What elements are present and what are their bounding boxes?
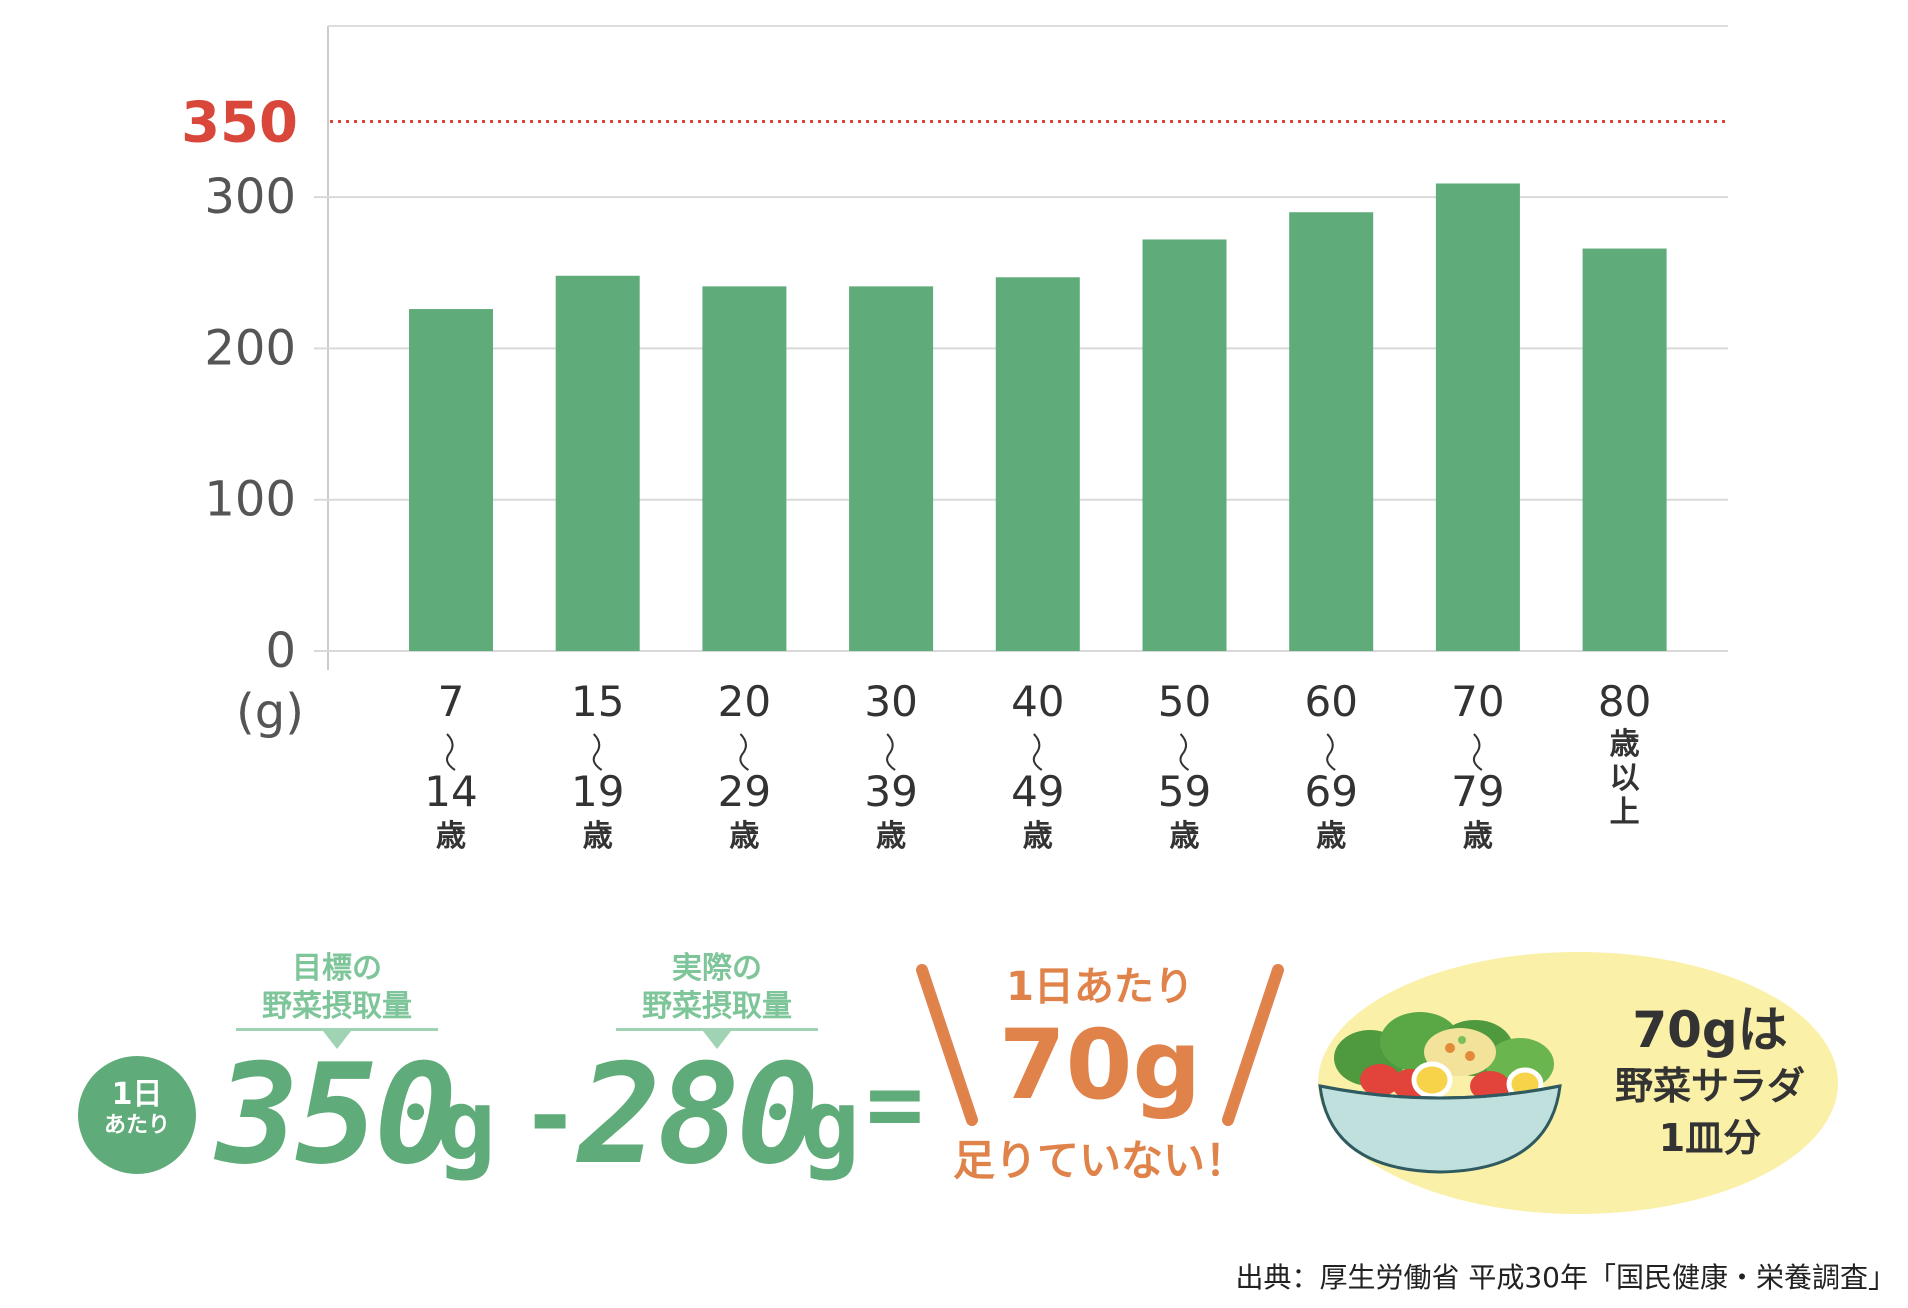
salad-line3: 1皿分 <box>1658 1116 1762 1160</box>
x-tick-label-bottom: 49 <box>1011 767 1064 816</box>
x-tick-label-bottom: 59 <box>1158 767 1211 816</box>
result-brackets <box>916 964 1284 1126</box>
x-tick-label-bottom: 14 <box>424 767 477 816</box>
result-bottom-text: 足りていない！ <box>952 1136 1247 1185</box>
salad-bowl-icon <box>1318 1012 1562 1174</box>
x-tick-labels: 714歳1519歳2029歳3039歳4049歳5059歳6069歳7079歳8… <box>424 677 1651 854</box>
x-tick-label-top: 30 <box>864 677 917 726</box>
bar <box>849 286 934 651</box>
range-tilde-icon <box>1179 733 1190 771</box>
actual-label-line1: 実際の <box>672 951 762 986</box>
range-tilde-icon <box>1326 733 1336 771</box>
salad-line1: 70gは <box>1632 1001 1788 1059</box>
y-tick-label: 100 <box>204 472 296 528</box>
range-tilde-icon <box>1032 733 1043 771</box>
x-tick-label-suffix: 歳 <box>1023 819 1053 854</box>
x-tick-label-bottom: 39 <box>864 767 917 816</box>
bar <box>1142 239 1227 652</box>
x-tick-label-suffix: 歳 <box>436 819 466 854</box>
target-arrow-icon <box>323 1031 351 1049</box>
x-tick-label-suffix: 歳以上 <box>1610 727 1640 830</box>
actual-underline <box>616 1028 818 1031</box>
bars <box>409 183 1667 652</box>
actual-unit: g <box>800 1067 860 1184</box>
equals-sign: = <box>866 1048 924 1160</box>
range-tilde-icon <box>1472 733 1483 771</box>
x-tick-label-suffix: 歳 <box>1316 819 1346 854</box>
x-tick-label-top: 80 <box>1598 677 1651 726</box>
target-label-line2: 野菜摂取量 <box>262 989 412 1024</box>
x-tick-label-top: 70 <box>1451 677 1504 726</box>
result-value: 70g <box>998 1009 1202 1121</box>
per-day-badge: 1日 あたり <box>78 1056 196 1174</box>
x-tick-label-bottom: 79 <box>1451 767 1504 816</box>
minus-sign: - <box>520 1057 580 1174</box>
x-tick-label-top: 50 <box>1158 677 1211 726</box>
salad-text: 70gは 野菜サラダ 1皿分 <box>1580 1000 1840 1164</box>
x-tick-label-top: 7 <box>438 677 465 726</box>
result-top-text: 1日あたり <box>1006 964 1194 1010</box>
target-value: 350 <box>216 1034 457 1195</box>
bar <box>1582 248 1667 652</box>
x-tick-label-bottom: 69 <box>1304 767 1357 816</box>
badge-line2: あたり <box>103 1113 170 1138</box>
bar <box>1435 183 1520 651</box>
actual-label: 実際の 野菜摂取量 <box>612 950 822 1026</box>
actual-value: 280 <box>578 1034 819 1195</box>
target-underline <box>236 1028 438 1031</box>
x-tick-label-top: 20 <box>718 677 771 726</box>
x-tick-label-top: 60 <box>1304 677 1357 726</box>
y-tick-label: 300 <box>204 169 296 225</box>
x-tick-label-suffix: 歳 <box>1170 819 1200 854</box>
x-tick-label-top: 15 <box>571 677 624 726</box>
range-tilde-icon <box>592 733 603 771</box>
target-label: 目標の 野菜摂取量 <box>232 950 442 1026</box>
x-tick-label-bottom: 19 <box>571 767 624 816</box>
bar <box>995 277 1080 651</box>
y-tick-labels: 0 100 200 300 350 (g) <box>181 90 304 740</box>
actual-arrow-icon <box>703 1031 731 1049</box>
x-tick-label-top: 40 <box>1011 677 1064 726</box>
x-tick-label-suffix: 歳 <box>583 819 613 854</box>
range-tilde-icon <box>739 733 749 771</box>
range-tilde-icon <box>446 733 456 771</box>
range-tilde-icon <box>886 733 896 771</box>
y-tick-label: 200 <box>204 320 296 376</box>
x-tick-label-suffix: 歳 <box>729 819 759 854</box>
y-tick-label: 0 <box>265 623 296 679</box>
x-tick-label-suffix: 歳 <box>1463 819 1493 854</box>
x-tick-label-suffix: 歳 <box>876 819 906 854</box>
salad-line2: 野菜サラダ <box>1614 1064 1805 1108</box>
x-tick-label-bottom: 29 <box>718 767 771 816</box>
actual-label-line2: 野菜摂取量 <box>642 989 792 1024</box>
source-citation: 出典：厚生労働省 平成30年「国民健康・栄養調査」 <box>1235 1261 1896 1294</box>
target-label-line1: 目標の <box>292 951 382 986</box>
reference-line-label: 350 <box>181 90 298 155</box>
bar <box>1289 212 1374 652</box>
target-unit: g <box>436 1067 496 1184</box>
unit-label: (g) <box>236 684 304 740</box>
bar <box>555 275 640 651</box>
bar <box>409 309 493 651</box>
badge-line1: 1日 <box>111 1077 163 1112</box>
bar <box>702 286 787 651</box>
